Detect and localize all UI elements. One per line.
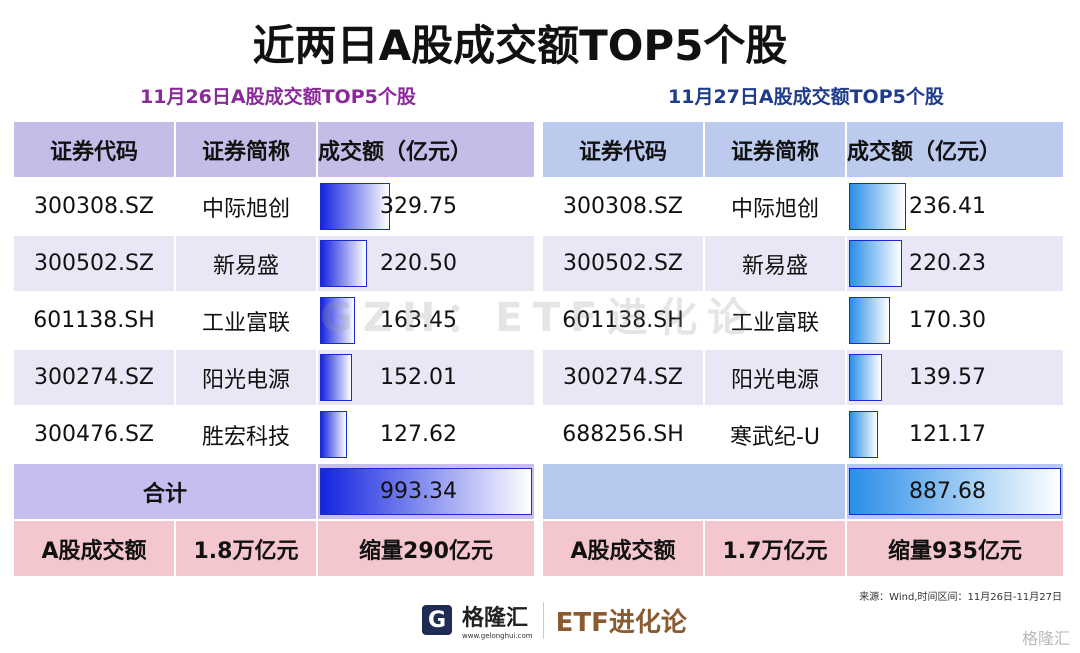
amount-value: 220.50 — [380, 251, 457, 276]
stock-code: 688256.SH — [543, 407, 705, 462]
amount-value: 236.41 — [909, 194, 986, 219]
table-row: 300502.SZ 新易盛 220.23 — [543, 236, 1065, 291]
amount-bar — [320, 183, 391, 230]
amount-value: 152.01 — [380, 365, 457, 390]
table-row: 601138.SH 工业富联 170.30 — [543, 293, 1065, 348]
stock-code: 300274.SZ — [543, 350, 705, 405]
total-label: 合计 — [14, 464, 318, 519]
amount-value: 121.17 — [909, 422, 986, 447]
stock-name: 中际旭创 — [176, 179, 318, 234]
volume-change: 缩量290亿元 — [318, 521, 536, 576]
stock-name: 工业富联 — [176, 293, 318, 348]
amount-value: 220.23 — [909, 251, 986, 276]
amount-bar — [849, 411, 878, 458]
left-table: 证券代码 证券简称 成交额（亿元） 300308.SZ 中际旭创 329.75 30… — [14, 122, 536, 578]
stock-code: 300476.SZ — [14, 407, 176, 462]
market-turnover: 1.8万亿元 — [176, 521, 318, 576]
summary-label: A股成交额 — [14, 521, 176, 576]
left-subtitle: 11月26日A股成交额TOP5个股 — [140, 86, 416, 108]
right-table: 证券代码 证券简称 成交额（亿元） 300308.SZ 中际旭创 236.41 30… — [543, 122, 1065, 578]
header-row: 证券代码 证券简称 成交额（亿元） — [14, 122, 536, 177]
amount-value: 127.62 — [380, 422, 457, 447]
column-header: 证券简称 — [176, 122, 318, 177]
stock-name: 胜宏科技 — [176, 407, 318, 462]
stock-name: 阳光电源 — [705, 350, 847, 405]
amount-bar — [849, 297, 890, 344]
table-row: 300308.SZ 中际旭创 329.75 — [14, 179, 536, 234]
page-title: 近两日A股成交额TOP5个股 — [252, 21, 788, 70]
table-row: 300476.SZ 胜宏科技 127.62 — [14, 407, 536, 462]
total-row: 887.68 — [543, 464, 1065, 519]
amount-bar — [849, 183, 906, 230]
right-subtitle: 11月27日A股成交额TOP5个股 — [668, 86, 944, 108]
amount-bar — [320, 411, 348, 458]
amount-bar — [320, 354, 353, 401]
source-note: 来源：Wind,时间区间：11月26日-11月27日 — [859, 592, 1062, 603]
amount-value: 170.30 — [909, 308, 986, 333]
column-header: 成交额（亿元） — [847, 122, 1065, 177]
stock-code: 300274.SZ — [14, 350, 176, 405]
gelonghui-logo-icon: G — [422, 605, 452, 635]
table-row: 300308.SZ 中际旭创 236.41 — [543, 179, 1065, 234]
stock-code: 300308.SZ — [543, 179, 705, 234]
amount-bar — [849, 240, 902, 287]
stock-code: 601138.SH — [14, 293, 176, 348]
total-bar — [849, 468, 1061, 515]
summary-row: A股成交额 1.7万亿元 缩量935亿元 — [543, 521, 1065, 576]
stock-code: 300502.SZ — [543, 236, 705, 291]
total-row: 合计 993.34 — [14, 464, 536, 519]
amount-value: 163.45 — [380, 308, 457, 333]
stock-name: 中际旭创 — [705, 179, 847, 234]
stock-code: 300502.SZ — [14, 236, 176, 291]
footer-logo: G 格隆汇 www.gelonghui.com ETF进化论 — [422, 600, 687, 640]
volume-change: 缩量935亿元 — [847, 521, 1065, 576]
watermark: GZH：ETF进化论 — [320, 295, 758, 341]
column-header: 成交额（亿元） — [318, 122, 536, 177]
amount-value: 329.75 — [380, 194, 457, 219]
amount-bar — [849, 354, 883, 401]
stock-name: 新易盛 — [176, 236, 318, 291]
summary-row: A股成交额 1.8万亿元 缩量290亿元 — [14, 521, 536, 576]
table-row: 300274.SZ 阳光电源 152.01 — [14, 350, 536, 405]
summary-label: A股成交额 — [543, 521, 705, 576]
header-row: 证券代码 证券简称 成交额（亿元） — [543, 122, 1065, 177]
stock-name: 阳光电源 — [176, 350, 318, 405]
column-header: 证券代码 — [14, 122, 176, 177]
etf-brand: ETF进化论 — [542, 601, 687, 639]
stock-code: 601138.SH — [543, 293, 705, 348]
total-bar — [320, 468, 532, 515]
market-turnover: 1.7万亿元 — [705, 521, 847, 576]
corner-watermark: 格隆汇 — [1021, 629, 1070, 648]
total-value: 993.34 — [380, 479, 457, 504]
amount-bar — [320, 297, 355, 344]
column-header: 证券简称 — [705, 122, 847, 177]
stock-code: 300308.SZ — [14, 179, 176, 234]
stock-name: 工业富联 — [705, 293, 847, 348]
table-row: 300502.SZ 新易盛 220.50 — [14, 236, 536, 291]
stock-name: 寒武纪-U — [705, 407, 847, 462]
amount-value: 139.57 — [909, 365, 986, 390]
stock-name: 新易盛 — [705, 236, 847, 291]
column-header: 证券代码 — [543, 122, 705, 177]
brand-name: 格隆汇 — [462, 606, 529, 631]
brand-url: www.gelonghui.com — [462, 632, 533, 640]
total-label — [543, 464, 847, 519]
table-row: 688256.SH 寒武纪-U 121.17 — [543, 407, 1065, 462]
amount-bar — [320, 240, 368, 287]
table-row: 601138.SH 工业富联 163.45 — [14, 293, 536, 348]
table-row: 300274.SZ 阳光电源 139.57 — [543, 350, 1065, 405]
total-value: 887.68 — [909, 479, 986, 504]
